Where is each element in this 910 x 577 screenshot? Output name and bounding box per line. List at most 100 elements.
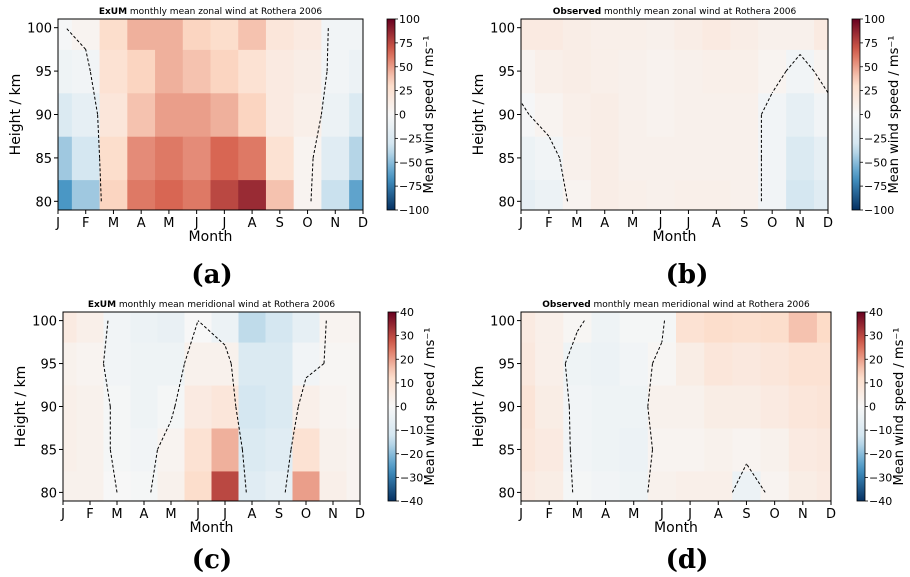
y-tick-label: 100: [27, 22, 52, 37]
heatmap-cell: [732, 342, 762, 386]
heatmap-cell: [814, 19, 829, 50]
heatmap-cell: [563, 470, 592, 502]
heatmap-cell: [103, 312, 131, 343]
heatmap-cell: [788, 342, 818, 386]
y-tick-label: 80: [498, 195, 515, 210]
colorbar-tick-label: 50: [864, 61, 878, 74]
colorbar-tick-label: 0: [399, 109, 406, 122]
heatmap-cell: [534, 92, 564, 137]
heatmap-cell: [99, 19, 128, 50]
heatmap-cell: [618, 136, 648, 181]
heatmap-cell: [535, 385, 564, 429]
heatmap-cell: [210, 92, 239, 137]
heatmap-cell: [758, 136, 787, 181]
x-tick-label: S: [742, 507, 750, 522]
heatmap-cell: [238, 92, 267, 137]
colorbar-tick-label: −10: [869, 424, 892, 437]
heatmap-cell: [63, 385, 77, 429]
heatmap-cell: [521, 92, 536, 137]
heatmap-cell: [211, 427, 239, 472]
x-tick-label: O: [767, 216, 777, 231]
heatmap-cell: [704, 470, 733, 502]
x-tick-label: D: [826, 507, 836, 522]
heatmap-cell: [58, 92, 73, 137]
heatmap-cell: [674, 136, 703, 181]
x-tick-label: J: [687, 507, 692, 522]
colorbar-tick-label: −50: [399, 156, 422, 169]
heatmap-cell: [590, 92, 620, 137]
heatmap-cell: [814, 49, 829, 94]
y-tick-label: 90: [35, 109, 52, 124]
y-tick-label: 85: [35, 152, 52, 167]
colorbar-tick-label: 30: [869, 330, 883, 343]
heatmap-cell: [562, 179, 592, 211]
x-tick-label: M: [627, 216, 638, 231]
heatmap-cell: [157, 427, 185, 472]
heatmap-cell: [760, 427, 790, 472]
panel-b: J F M A M J J A S O N D 80 85 90 95 100 Month Height / km O…: [471, 7, 902, 290]
x-tick-label: S: [276, 216, 284, 231]
heatmap-cell: [319, 312, 347, 343]
heatmap-cell: [155, 136, 184, 181]
heatmap-cell: [619, 470, 649, 502]
x-tick-label: A: [601, 507, 610, 522]
y-tick-label: 100: [490, 22, 515, 37]
heatmap-cell: [704, 342, 733, 386]
y-tick-label: 100: [490, 315, 515, 330]
heatmap-cell: [319, 427, 347, 472]
heatmap-cell: [63, 342, 77, 386]
chart-title: Observed monthly mean zonal wind at Roth…: [553, 7, 797, 17]
heatmap-cell: [319, 385, 347, 429]
x-tick-label: A: [248, 216, 257, 231]
x-tick-label: M: [108, 216, 119, 231]
heatmap-cell: [591, 385, 621, 429]
y-tick-label: 95: [498, 358, 515, 373]
heatmap-cell: [563, 312, 592, 343]
heatmap-cell: [563, 427, 592, 472]
heatmap-cell: [265, 342, 293, 386]
heatmap-cell: [211, 385, 239, 429]
heatmap-cell: [349, 136, 364, 181]
x-tick-label: A: [714, 507, 723, 522]
heatmap-cell: [591, 312, 621, 343]
heatmap-cell: [590, 19, 620, 50]
heatmap-cell: [58, 136, 73, 181]
heatmap-cell: [816, 385, 832, 429]
colorbar: [387, 311, 397, 502]
heatmap-cell: [521, 385, 536, 429]
colorbar-tick-label: −20: [869, 448, 892, 461]
heatmap-cell: [646, 19, 675, 50]
heatmap-cell: [646, 92, 675, 137]
heatmap-cell: [521, 470, 536, 502]
heatmap-cell: [534, 136, 564, 181]
heatmap-cell: [265, 470, 293, 502]
colorbar-tick-label: 75: [864, 37, 878, 50]
heatmap-cell: [184, 312, 212, 343]
x-tick-label: M: [111, 507, 122, 522]
heatmap-cell: [346, 385, 361, 429]
heatmap-cell: [210, 179, 239, 211]
heatmap-cell: [155, 92, 184, 137]
heatmap-cell: [646, 49, 675, 94]
heatmap-cell: [238, 342, 266, 386]
heatmap-cell: [702, 136, 731, 181]
heatmap-cell: [184, 427, 212, 472]
x-tick-label: J: [518, 507, 523, 522]
heatmap-cell: [182, 92, 211, 137]
heatmap-cell: [346, 470, 361, 502]
heatmap-cell: [674, 49, 703, 94]
y-tick-label: 90: [498, 401, 515, 416]
heatmap-cell: [58, 49, 73, 94]
heatmap-cell: [265, 19, 295, 50]
colorbar-label: Mean wind speed / ms⁻¹: [423, 328, 438, 486]
colorbar-label: Mean wind speed / ms⁻¹: [892, 328, 907, 486]
x-axis-label: Month: [189, 229, 233, 245]
heatmap-cell: [210, 136, 239, 181]
heatmap-cell: [265, 427, 293, 472]
heatmap-cell: [647, 385, 677, 429]
x-tick-label: A: [140, 507, 149, 522]
colorbar-tick-label: −30: [869, 471, 892, 484]
heatmap-cell: [674, 19, 703, 50]
heatmap-cell: [816, 470, 832, 502]
heatmap-cell: [63, 470, 77, 502]
